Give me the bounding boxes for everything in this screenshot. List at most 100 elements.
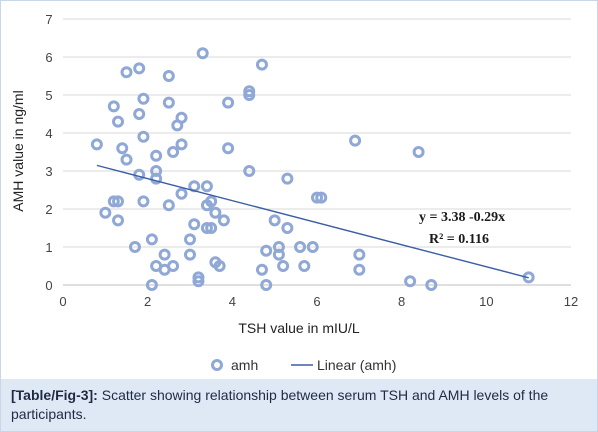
data-point: [133, 168, 146, 181]
data-point: [120, 66, 133, 79]
data-point: [162, 70, 175, 82]
legend-amh-label: amh: [231, 357, 258, 373]
data-point: [353, 248, 366, 261]
data-point: [222, 96, 235, 109]
data-point: [196, 47, 209, 60]
data-point: [315, 191, 328, 204]
x-tick-label: 2: [144, 294, 151, 309]
data-point: [158, 248, 171, 261]
data-point: [175, 138, 188, 151]
data-point: [120, 153, 133, 166]
trendline: [96, 164, 529, 279]
data-point: [167, 260, 180, 272]
data-point: [90, 138, 103, 151]
x-tick-label: 8: [398, 294, 405, 309]
data-point: [243, 165, 256, 177]
data-point: [167, 146, 180, 158]
data-point: [222, 142, 235, 155]
data-point: [133, 62, 146, 75]
data-point: [311, 191, 323, 204]
data-point: [268, 214, 281, 227]
data-points: [90, 47, 535, 291]
data-point: [145, 233, 158, 246]
data-point: [175, 187, 188, 200]
data-point: [281, 172, 294, 185]
data-point: [162, 96, 175, 109]
data-point: [243, 89, 256, 101]
y-tick-label: 6: [45, 50, 52, 65]
data-point: [260, 279, 273, 291]
data-point: [192, 275, 205, 288]
y-axis-ticks: 0 1 2 3 4 5 6 7: [45, 12, 52, 293]
data-point: [150, 149, 163, 162]
data-point: [188, 218, 201, 231]
data-point: [112, 115, 125, 128]
x-tick-label: 10: [479, 294, 493, 309]
data-point: [133, 108, 146, 120]
data-point: [107, 195, 120, 208]
y-axis-label: AMH value in ng/ml: [10, 90, 26, 211]
data-point: [255, 263, 268, 276]
y-tick-label: 7: [45, 12, 52, 27]
x-axis-label: TSH value in mIU/L: [238, 320, 360, 336]
legend-amh-marker: [211, 359, 223, 371]
legend: amh Linear (amh): [211, 357, 396, 373]
data-point: [112, 195, 125, 208]
data-point: [281, 222, 294, 234]
legend-linear-label: Linear (amh): [317, 357, 396, 373]
data-point: [260, 244, 273, 257]
data-point: [213, 260, 226, 272]
data-point: [107, 100, 120, 113]
data-point: [137, 130, 150, 143]
data-point: [99, 206, 112, 219]
caption-ref: [Table/Fig-3]:: [11, 387, 98, 403]
data-point: [404, 275, 417, 288]
data-point: [353, 263, 366, 276]
data-point: [425, 279, 438, 291]
data-point: [412, 146, 425, 158]
data-point: [209, 206, 222, 219]
data-point: [175, 111, 188, 124]
data-point: [145, 279, 158, 291]
data-point: [112, 214, 125, 227]
data-point: [137, 195, 150, 208]
data-point: [272, 248, 285, 261]
data-point: [306, 241, 319, 253]
data-point: [294, 241, 307, 253]
data-point: [116, 142, 129, 155]
data-point: [205, 195, 218, 208]
data-point: [128, 241, 141, 253]
y-tick-label: 1: [45, 240, 52, 255]
data-point: [184, 233, 196, 246]
data-point: [184, 248, 196, 261]
data-point: [162, 199, 175, 212]
y-tick-label: 4: [45, 126, 52, 141]
data-point: [200, 222, 213, 234]
x-tick-label: 6: [313, 294, 320, 309]
caption-text: Scatter showing relationship between ser…: [11, 387, 549, 422]
y-tick-label: 3: [45, 164, 52, 179]
r-squared-annotation: R² = 0.116: [429, 232, 489, 247]
data-point: [205, 222, 218, 234]
x-tick-label: 0: [59, 294, 66, 309]
y-tick-label: 2: [45, 202, 52, 217]
y-tick-label: 0: [45, 278, 52, 293]
data-point: [255, 58, 268, 71]
data-point: [522, 271, 535, 284]
x-tick-label: 12: [564, 294, 578, 309]
x-tick-label: 4: [229, 294, 236, 309]
trendline-group: [96, 164, 529, 279]
data-point: [137, 92, 150, 105]
x-axis-ticks: 0 2 4 6 8 10 12: [59, 294, 578, 309]
data-point: [217, 214, 230, 227]
data-point: [298, 260, 311, 272]
equation-annotation: y = 3.38 -0.29x: [419, 210, 505, 225]
figure-caption: [Table/Fig-3]: Scatter showing relations…: [1, 379, 597, 431]
data-point: [349, 134, 362, 147]
y-tick-label: 5: [45, 88, 52, 103]
data-point: [277, 260, 290, 272]
data-point: [150, 172, 163, 185]
data-point: [200, 180, 213, 193]
